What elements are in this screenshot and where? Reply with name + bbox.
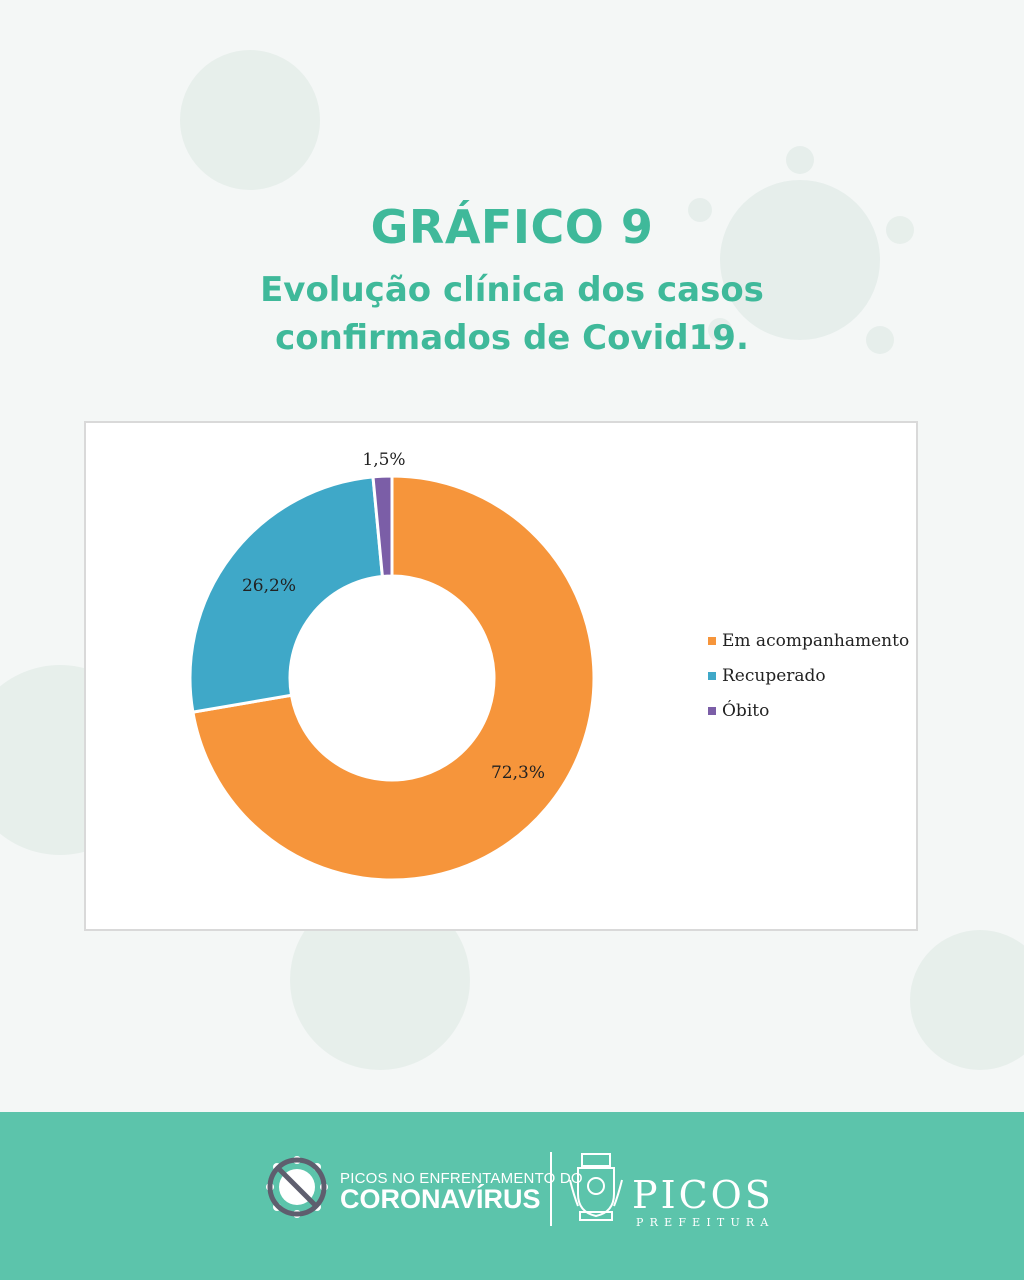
- legend-swatch: [708, 672, 716, 680]
- legend-label: Recuperado: [722, 666, 826, 686]
- data-labels: 72,3% 26,2% 1,5%: [242, 450, 545, 783]
- footer-bar: PICOS NO ENFRENTAMENTO DO CORONAVÍRUS PI…: [0, 1112, 1024, 1280]
- chart-subtitle: Evolução clínica dos casos confirmados d…: [0, 266, 1024, 362]
- chart-panel: 72,3% 26,2% 1,5% Em acompanhamento Recupera…: [84, 421, 918, 931]
- data-label: 72,3%: [491, 763, 545, 783]
- footer-divider: [550, 1152, 552, 1226]
- donut-slices: [188, 474, 596, 882]
- data-label: 26,2%: [242, 576, 296, 596]
- donut-slice: [371, 474, 394, 579]
- city-subtitle: PREFEITURA: [636, 1216, 775, 1229]
- legend-label: Em acompanhamento: [722, 631, 909, 651]
- legend-label: Óbito: [722, 700, 769, 721]
- chart-title: GRÁFICO 9: [370, 200, 654, 254]
- subtitle-line-2: confirmados de Covid19.: [275, 318, 749, 358]
- crossed-virus-icon: [266, 1156, 328, 1218]
- chart-legend: Em acompanhamento Recuperado Óbito: [708, 631, 909, 721]
- city-name: PICOS: [632, 1173, 774, 1217]
- legend-swatch: [708, 637, 716, 645]
- donut-chart: 72,3% 26,2% 1,5% Em acompanhamento Recupera…: [188, 450, 909, 882]
- legend-swatch: [708, 707, 716, 715]
- city-crest-icon: [569, 1153, 623, 1221]
- data-label: 1,5%: [362, 450, 405, 470]
- campaign-main-text: CORONAVÍRUS: [340, 1184, 541, 1214]
- campaign-top-text: PICOS NO ENFRENTAMENTO DO: [340, 1170, 583, 1187]
- donut-slice: [188, 475, 385, 714]
- donut-slice: [191, 474, 596, 882]
- subtitle-line-1: Evolução clínica dos casos: [260, 270, 764, 310]
